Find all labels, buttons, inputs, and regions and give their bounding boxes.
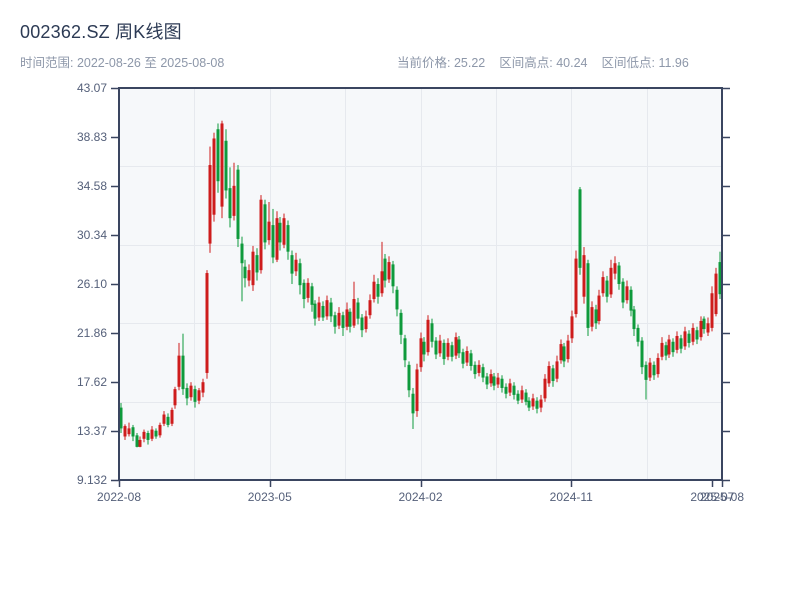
y-tick-label: 38.83: [76, 129, 107, 144]
y-tick-label: 34.58: [76, 179, 107, 194]
stat-label: 当前价格: [397, 56, 448, 70]
y-tick-label: 17.62: [76, 374, 107, 389]
stat-label: 区间高点: [499, 56, 550, 70]
x-tick-label: 2025-07: [690, 490, 735, 504]
date-range-label: 时间范围: 2022-08-26 至 2025-08-08: [20, 56, 225, 70]
y-tick-label: 21.86: [76, 325, 107, 340]
stat-range-high: 区间高点: 40.24: [499, 56, 588, 70]
y-tick-label: 9.132: [76, 473, 107, 487]
stats-row: 当前价格: 25.22 区间高点: 40.24 区间低点: 11.96: [397, 52, 689, 71]
stat-label: 区间低点: [601, 56, 652, 70]
y-tick-label: 13.37: [76, 424, 107, 439]
x-tick-label: 2025-08: [699, 490, 745, 504]
subtitle-row: 时间范围: 2022-08-26 至 2025-08-08: [20, 52, 780, 71]
stat-value: 11.96: [658, 56, 689, 70]
x-tick-label: 2022-08: [96, 490, 142, 504]
x-tick-label: 2024-02: [398, 490, 443, 504]
stat-value: 25.22: [453, 56, 486, 70]
page-title: 002362.SZ 周K线图: [20, 22, 182, 42]
stat-range-low: 区间低点: 11.96: [601, 56, 689, 70]
stat-current-price: 当前价格: 25.22: [397, 56, 486, 70]
y-tick-label: 26.10: [76, 277, 107, 291]
x-tick-label: 2023-05: [247, 490, 292, 504]
x-tick-label: 2024-11: [549, 490, 593, 504]
y-tick-label: 43.07: [76, 81, 107, 95]
y-tick-label: 30.34: [76, 228, 107, 243]
stat-value: 40.24: [556, 56, 588, 70]
